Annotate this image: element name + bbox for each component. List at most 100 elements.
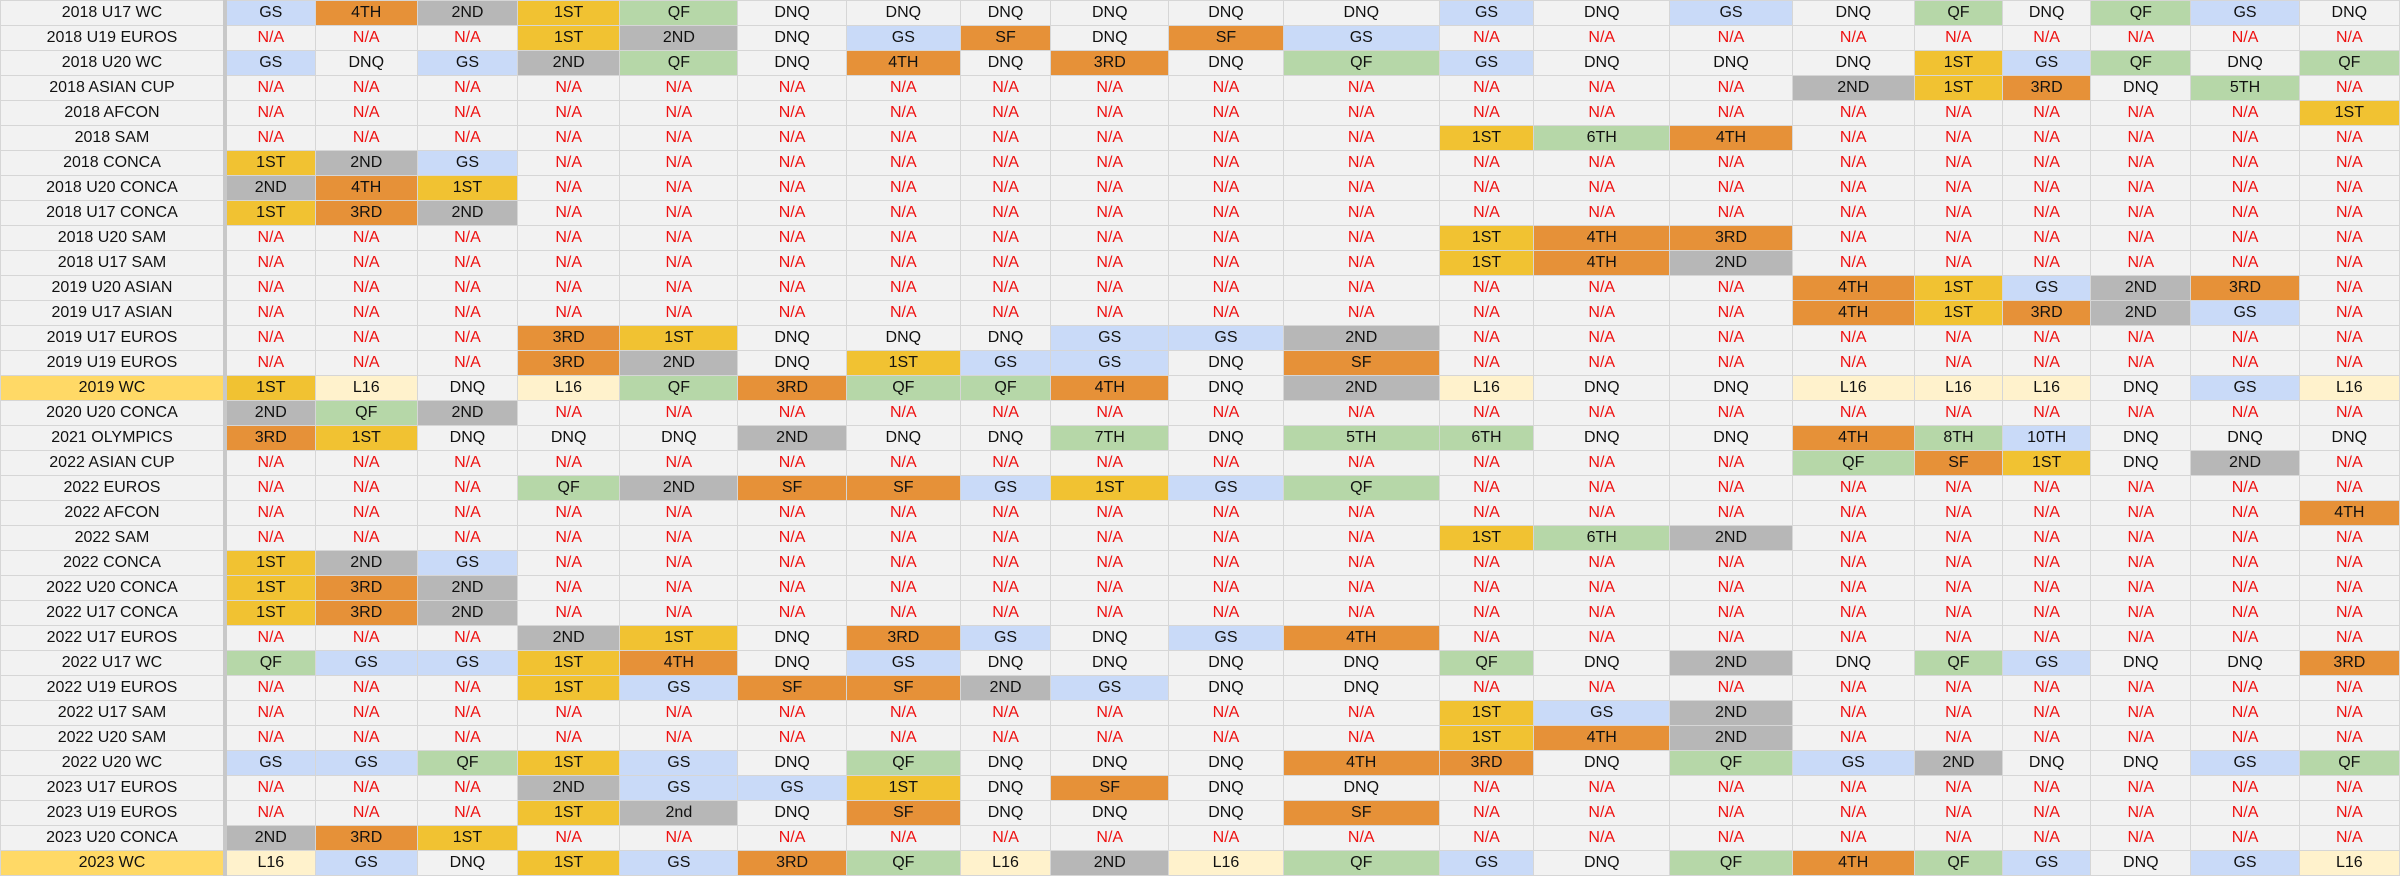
result-cell[interactable]: N/A [1791,550,1915,576]
result-cell[interactable]: 4TH [2298,500,2400,526]
result-cell[interactable]: N/A [2298,800,2400,826]
result-cell[interactable]: 4TH [1669,125,1793,151]
result-cell[interactable]: N/A [1913,350,2004,376]
result-cell[interactable]: N/A [1913,700,2004,726]
result-cell[interactable]: N/A [2090,825,2192,851]
result-cell[interactable]: N/A [1050,825,1170,851]
result-cell[interactable]: QF [314,400,418,426]
result-cell[interactable]: QF [224,650,316,676]
result-cell[interactable]: SF [845,475,961,501]
result-cell[interactable]: N/A [1438,475,1535,501]
result-cell[interactable]: N/A [1282,825,1440,851]
result-cell[interactable]: N/A [224,275,316,301]
result-cell[interactable]: DNQ [737,0,847,26]
result-cell[interactable]: N/A [1533,475,1671,501]
result-cell[interactable]: QF [845,750,961,776]
result-cell[interactable]: N/A [1438,800,1535,826]
result-cell[interactable]: N/A [845,75,961,101]
result-cell[interactable]: N/A [1913,475,2004,501]
result-cell[interactable]: N/A [1669,775,1793,801]
result-cell[interactable]: 3RD [314,575,418,601]
result-cell[interactable]: N/A [2002,575,2092,601]
result-cell[interactable]: N/A [2002,550,2092,576]
row-label[interactable]: 2022 CONCA [0,550,227,576]
result-cell[interactable]: N/A [1913,625,2004,651]
result-cell[interactable]: 3RD [517,325,621,351]
result-cell[interactable]: DNQ [2298,0,2400,26]
result-cell[interactable]: QF [2298,750,2400,776]
result-cell[interactable]: N/A [845,500,961,526]
result-cell[interactable]: N/A [2190,225,2300,251]
result-cell[interactable]: N/A [959,575,1052,601]
result-cell[interactable]: N/A [619,300,739,326]
result-cell[interactable]: N/A [2298,625,2400,651]
result-cell[interactable]: N/A [2190,800,2300,826]
result-cell[interactable]: N/A [2002,675,2092,701]
result-cell[interactable]: N/A [1282,75,1440,101]
result-cell[interactable]: 2ND [1669,650,1793,676]
result-cell[interactable]: N/A [1168,500,1284,526]
result-cell[interactable]: DNQ [517,425,621,451]
result-cell[interactable]: N/A [1913,775,2004,801]
result-cell[interactable]: N/A [2002,400,2092,426]
result-cell[interactable]: N/A [2002,525,2092,551]
result-cell[interactable]: L16 [1791,375,1915,401]
result-cell[interactable]: N/A [1438,300,1535,326]
result-cell[interactable]: SF [737,475,847,501]
result-cell[interactable]: DNQ [1791,650,1915,676]
result-cell[interactable]: N/A [1050,150,1170,176]
result-cell[interactable]: N/A [1168,825,1284,851]
result-cell[interactable]: N/A [1791,125,1915,151]
row-label[interactable]: 2022 ASIAN CUP [0,450,227,476]
result-cell[interactable]: N/A [619,225,739,251]
result-cell[interactable]: 4TH [1050,375,1170,401]
result-cell[interactable]: 2ND [1669,250,1793,276]
row-label[interactable]: 2019 U20 ASIAN [0,275,227,301]
result-cell[interactable]: QF [1438,650,1535,676]
result-cell[interactable]: GS [1282,25,1440,51]
result-cell[interactable]: GS [1050,325,1170,351]
result-cell[interactable]: DNQ [959,650,1052,676]
result-cell[interactable]: N/A [1282,550,1440,576]
result-cell[interactable]: QF [1669,750,1793,776]
result-cell[interactable]: N/A [416,100,519,126]
result-cell[interactable]: N/A [1669,25,1793,51]
result-cell[interactable]: N/A [314,800,418,826]
result-cell[interactable]: N/A [845,125,961,151]
result-cell[interactable]: N/A [1669,300,1793,326]
result-cell[interactable]: GS [1669,0,1793,26]
result-cell[interactable]: N/A [619,725,739,751]
result-cell[interactable]: 2ND [416,400,519,426]
result-cell[interactable]: N/A [314,450,418,476]
result-cell[interactable]: N/A [1791,775,1915,801]
result-cell[interactable]: N/A [1913,200,2004,226]
result-cell[interactable]: 1ST [517,750,621,776]
result-cell[interactable]: N/A [845,100,961,126]
result-cell[interactable]: N/A [1669,675,1793,701]
row-label[interactable]: 2018 CONCA [0,150,227,176]
result-cell[interactable]: 2ND [2090,300,2192,326]
result-cell[interactable]: GS [224,0,316,26]
result-cell[interactable]: 6TH [1533,125,1671,151]
result-cell[interactable]: N/A [737,575,847,601]
result-cell[interactable]: N/A [2298,675,2400,701]
result-cell[interactable]: QF [619,50,739,76]
result-cell[interactable]: DNQ [1050,25,1170,51]
result-cell[interactable]: N/A [1791,475,1915,501]
result-cell[interactable]: N/A [1533,550,1671,576]
result-cell[interactable]: DNQ [845,0,961,26]
result-cell[interactable]: 1ST [1050,475,1170,501]
result-cell[interactable]: N/A [2298,325,2400,351]
result-cell[interactable]: N/A [517,575,621,601]
result-cell[interactable]: 2ND [619,350,739,376]
result-cell[interactable]: N/A [845,400,961,426]
result-cell[interactable]: N/A [959,200,1052,226]
result-cell[interactable]: N/A [1533,450,1671,476]
result-cell[interactable]: N/A [224,125,316,151]
result-cell[interactable]: N/A [845,450,961,476]
result-cell[interactable]: N/A [737,600,847,626]
result-cell[interactable]: 1ST [1913,75,2004,101]
result-cell[interactable]: 4TH [314,175,418,201]
result-cell[interactable]: N/A [416,475,519,501]
result-cell[interactable]: N/A [2190,575,2300,601]
